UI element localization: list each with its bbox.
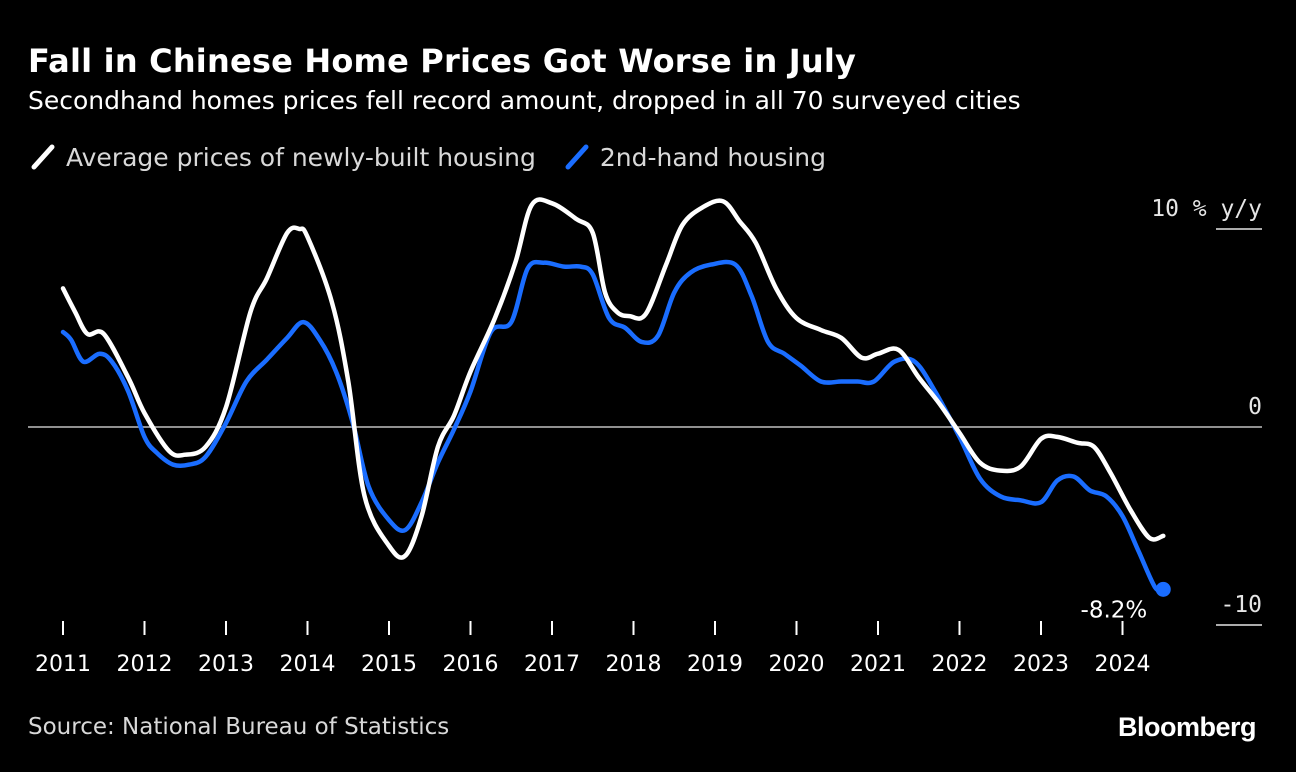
x-tick-label: 2023 bbox=[1013, 652, 1069, 677]
legend-swatch-new-housing bbox=[31, 144, 55, 170]
y-tick-label: 0 bbox=[1248, 394, 1262, 420]
last-point-marker bbox=[1155, 581, 1171, 597]
chart-title: Fall in Chinese Home Prices Got Worse in… bbox=[28, 42, 857, 80]
series-line-new-housing bbox=[60, 197, 1166, 560]
bloomberg-logo: Bloomberg bbox=[1117, 712, 1257, 742]
x-tick-label: 2015 bbox=[361, 652, 417, 677]
y-tick-label: -10 bbox=[1220, 592, 1262, 618]
chart-subtitle: Secondhand homes prices fell record amou… bbox=[28, 86, 1021, 115]
legend-label-second-hand: 2nd-hand housing bbox=[599, 142, 827, 172]
legend-item-new-housing: Average prices of newly-built housing bbox=[28, 142, 536, 172]
source-note: Source: National Bureau of Statistics bbox=[28, 714, 450, 740]
series-line-second-hand bbox=[60, 259, 1166, 593]
x-tick-label: 2014 bbox=[280, 652, 336, 677]
x-tick-label: 2021 bbox=[850, 652, 906, 677]
x-tick-label: 2019 bbox=[687, 652, 743, 677]
x-tick-label: 2020 bbox=[769, 652, 825, 677]
x-tick-label: 2016 bbox=[443, 652, 499, 677]
legend-item-second-hand: 2nd-hand housing bbox=[562, 142, 826, 172]
x-tick-label: 2013 bbox=[198, 652, 254, 677]
x-tick-label: 2011 bbox=[35, 652, 91, 677]
y-tick-label: 10 % y/y bbox=[1151, 196, 1262, 222]
x-tick-label: 2012 bbox=[117, 652, 173, 677]
legend-swatch-second-hand bbox=[565, 144, 589, 170]
legend: Average prices of newly-built housing 2n… bbox=[28, 142, 852, 172]
annotations: -8.2% bbox=[1081, 581, 1171, 623]
x-tick-label: 2022 bbox=[932, 652, 988, 677]
legend-label-new-housing: Average prices of newly-built housing bbox=[66, 142, 536, 172]
x-tick-label: 2017 bbox=[524, 652, 580, 677]
x-tick-label: 2018 bbox=[606, 652, 662, 677]
series-group bbox=[60, 197, 1166, 593]
x-tick-label: 2024 bbox=[1095, 652, 1151, 677]
last-value-label: -8.2% bbox=[1081, 597, 1148, 623]
axes: 10 % y/y 0 -10 2011 2012 2013 2014 2015 2016 2017… bbox=[28, 196, 1262, 677]
